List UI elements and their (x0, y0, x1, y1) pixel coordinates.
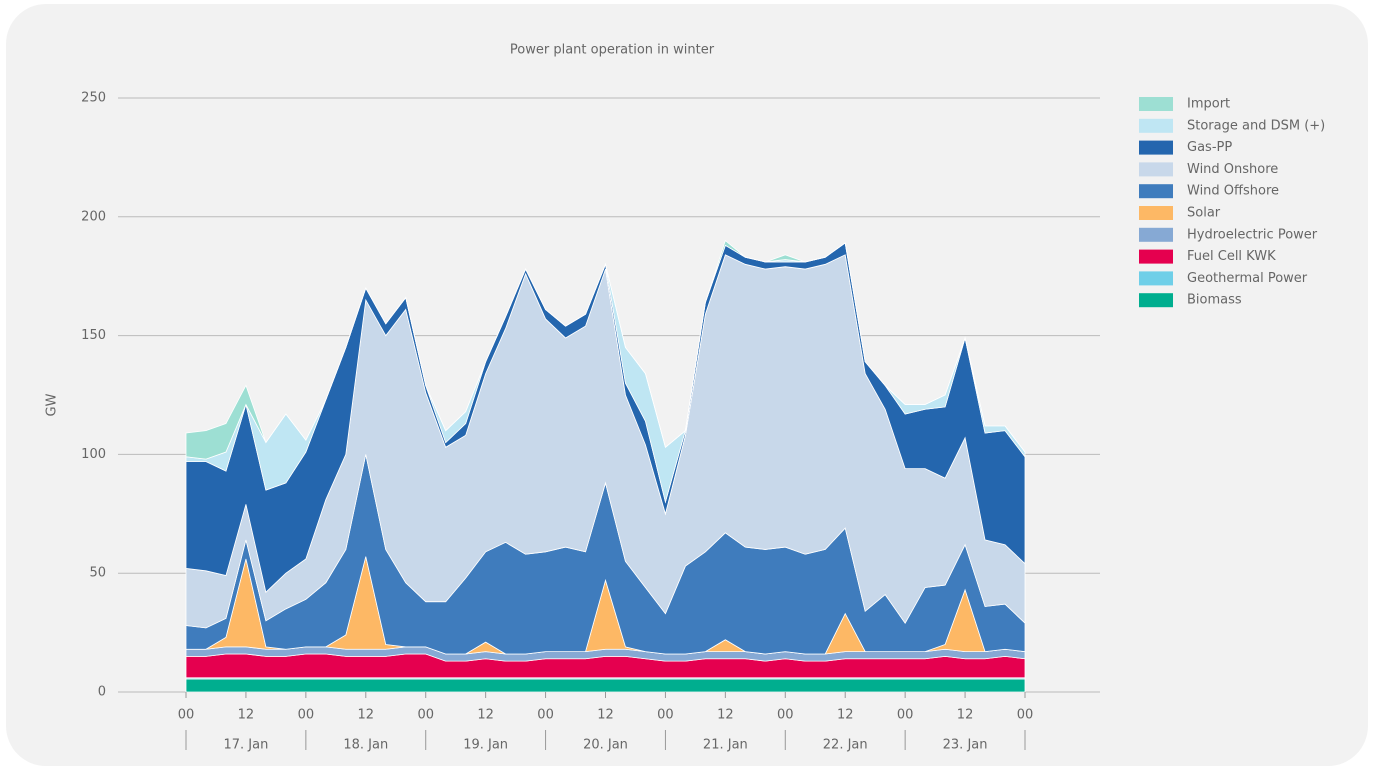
x-tick-label: 12 (477, 708, 494, 723)
day-label: 19. Jan (463, 738, 508, 753)
legend-label: Storage and DSM (+) (1187, 118, 1325, 133)
day-label: 21. Jan (703, 738, 748, 753)
legend-label: Gas-PP (1187, 140, 1232, 155)
day-label: 22. Jan (823, 738, 868, 753)
x-tick-label: 00 (1017, 708, 1034, 723)
legend-swatch (1139, 97, 1173, 111)
legend-label: Geothermal Power (1187, 271, 1308, 286)
x-tick-label: 12 (837, 708, 854, 723)
chart-title: Power plant operation in winter (510, 43, 715, 58)
x-tick-label: 00 (178, 708, 195, 723)
x-tick-label: 00 (897, 708, 914, 723)
x-tick-label: 00 (777, 708, 794, 723)
x-tick-label: 12 (358, 708, 375, 723)
area (185, 239, 1026, 460)
legend-swatch (1139, 271, 1173, 286)
legend-label: Hydroelectric Power (1187, 227, 1318, 242)
area (185, 678, 1026, 693)
x-tick-label: 00 (417, 708, 434, 723)
y-tick-label: 0 (98, 685, 106, 700)
x-tick-label: 12 (597, 708, 614, 723)
day-label: 18. Jan (343, 738, 388, 753)
x-tick-label: 00 (657, 708, 674, 723)
day-label: 17. Jan (223, 738, 268, 753)
legend-swatch (1139, 140, 1173, 155)
legend-label: Solar (1187, 206, 1221, 221)
x-tick-label: 00 (537, 708, 554, 723)
legend-label: Import (1187, 97, 1230, 112)
x-tick-label: 12 (957, 708, 974, 723)
legend-swatch (1139, 206, 1173, 220)
legend-label: Wind Offshore (1187, 184, 1279, 199)
legend-swatch (1139, 227, 1173, 242)
legend-label: Biomass (1187, 293, 1242, 308)
legend-swatch (1139, 162, 1173, 177)
legend-swatch (1139, 184, 1173, 199)
day-label: 23. Jan (943, 738, 988, 753)
y-tick-label: 250 (81, 91, 106, 106)
y-tick-label: 200 (81, 209, 106, 224)
x-tick-label: 00 (298, 708, 315, 723)
legend-swatch (1139, 293, 1173, 308)
day-label: 20. Jan (583, 738, 628, 753)
y-tick-label: 50 (89, 566, 106, 581)
legend-label: Fuel Cell KWK (1187, 249, 1276, 264)
y-tick-label: 100 (81, 447, 106, 462)
x-tick-label: 12 (717, 708, 734, 723)
legend-swatch (1139, 118, 1173, 133)
legend-label: Wind Onshore (1187, 162, 1278, 177)
y-axis-label: GW (45, 393, 60, 416)
x-tick-label: 12 (238, 708, 255, 723)
y-tick-label: 150 (81, 328, 106, 343)
legend-swatch (1139, 249, 1173, 264)
